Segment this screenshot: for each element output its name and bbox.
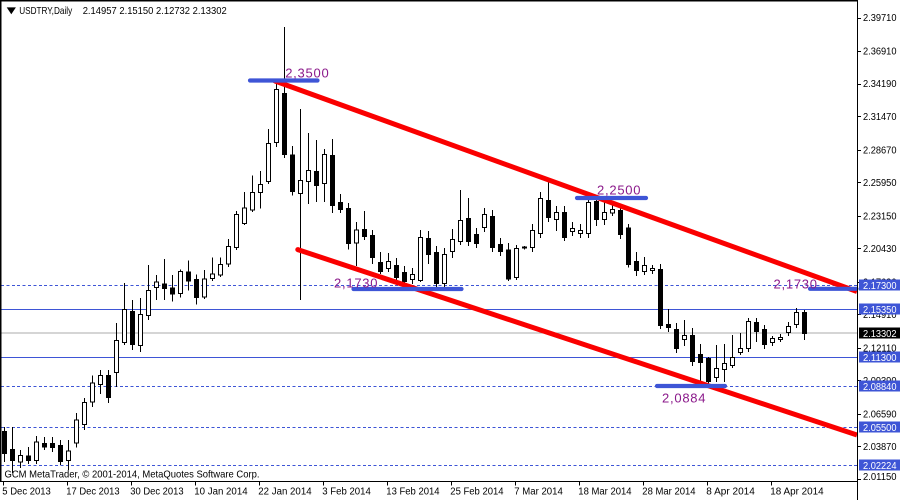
svg-text:2.13302: 2.13302 — [863, 329, 897, 340]
svg-text:2.31470: 2.31470 — [863, 112, 897, 123]
svg-text:7 Mar 2014: 7 Mar 2014 — [514, 487, 563, 498]
svg-text:2,1730: 2,1730 — [334, 275, 378, 290]
svg-text:2.14957 2.15150 2.12732 2.1330: 2.14957 2.15150 2.12732 2.13302 — [83, 6, 227, 17]
svg-text:10 Jan 2014: 10 Jan 2014 — [194, 487, 248, 498]
svg-text:18 Apr 2014: 18 Apr 2014 — [770, 487, 824, 498]
svg-text:2.11300: 2.11300 — [863, 353, 897, 364]
svg-text:22 Jan 2014: 22 Jan 2014 — [258, 487, 312, 498]
svg-text:2.28670: 2.28670 — [863, 145, 897, 156]
svg-text:18 Mar 2014: 18 Mar 2014 — [578, 487, 632, 498]
svg-text:2.17300: 2.17300 — [863, 281, 897, 292]
svg-text:2.34190: 2.34190 — [863, 79, 897, 90]
svg-text:28 Mar 2014: 28 Mar 2014 — [642, 487, 696, 498]
svg-text:GCM MetaTrader, © 2001-2014, M: GCM MetaTrader, © 2001-2014, MetaQuotes … — [5, 470, 260, 481]
svg-text:2.20430: 2.20430 — [863, 244, 897, 255]
svg-text:2.23150: 2.23150 — [863, 211, 897, 222]
svg-text:2.06590: 2.06590 — [863, 409, 897, 420]
svg-text:2,3500: 2,3500 — [285, 65, 329, 80]
svg-text:2.01150: 2.01150 — [863, 472, 897, 483]
svg-text:30 Dec 2013: 30 Dec 2013 — [130, 487, 184, 498]
svg-text:USDTRY,Daily: USDTRY,Daily — [19, 6, 73, 17]
svg-text:2.05500: 2.05500 — [863, 423, 897, 434]
svg-text:2,1730: 2,1730 — [774, 276, 818, 291]
svg-text:2,2500: 2,2500 — [597, 182, 641, 197]
svg-text:2.08840: 2.08840 — [863, 382, 897, 393]
svg-text:2.03870: 2.03870 — [863, 442, 897, 453]
svg-text:2.12110: 2.12110 — [863, 343, 897, 354]
svg-text:2.15350: 2.15350 — [863, 305, 897, 316]
svg-text:2.25950: 2.25950 — [863, 178, 897, 189]
svg-text:13 Feb 2014: 13 Feb 2014 — [386, 487, 440, 498]
svg-text:8 Apr 2014: 8 Apr 2014 — [706, 487, 755, 498]
svg-text:2.14910: 2.14910 — [863, 310, 897, 321]
svg-text:17 Dec 2013: 17 Dec 2013 — [66, 487, 120, 498]
svg-text:2,0884: 2,0884 — [662, 390, 706, 405]
svg-text:3 Feb 2014: 3 Feb 2014 — [322, 487, 371, 498]
svg-text:2.02224: 2.02224 — [863, 461, 897, 472]
svg-text:5 Dec 2013: 5 Dec 2013 — [2, 487, 51, 498]
svg-text:2.36910: 2.36910 — [863, 47, 897, 58]
svg-text:2.39710: 2.39710 — [863, 13, 897, 24]
svg-text:25 Feb 2014: 25 Feb 2014 — [450, 487, 504, 498]
